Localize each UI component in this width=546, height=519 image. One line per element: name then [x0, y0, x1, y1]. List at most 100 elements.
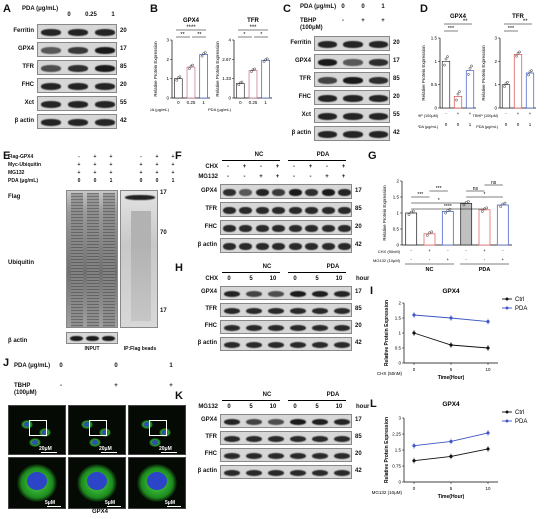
blot-row-label: GPX4: [17, 45, 34, 52]
condition-label: CHX (50nM): [377, 371, 403, 376]
j-tbhp-value: +: [114, 383, 118, 389]
blot-kda: 42: [355, 241, 362, 248]
blot-band: [318, 77, 338, 84]
y-tick-label: 0: [398, 361, 401, 366]
data-point: [467, 73, 470, 76]
mg-value: -: [410, 257, 412, 262]
condition-label: MG132 (10μM): [372, 490, 402, 495]
blot-band: [321, 207, 335, 214]
blot-band: [333, 290, 351, 298]
blot-band: [288, 207, 302, 214]
blot-strip: [220, 286, 352, 300]
blot-band: [245, 341, 263, 349]
blot-band: [368, 41, 388, 48]
blot-band: [94, 101, 115, 108]
blot-band: [333, 452, 351, 460]
time-value: 10: [335, 404, 343, 410]
sig-label: **: [463, 19, 468, 25]
panel-h-blot: NC PDA CHX 0 5 10 0 5 10 hour GPX4 17 TFR 85 FHC 20 β ac…: [178, 262, 370, 362]
blot-band: [272, 189, 285, 196]
data-point: [412, 209, 415, 213]
e-input-lane: [87, 193, 99, 327]
y-tick-label: 1.5: [431, 36, 438, 41]
bar: [199, 54, 208, 99]
dose-label: 1: [111, 12, 115, 18]
blot-band: [311, 469, 329, 477]
blot-band: [223, 452, 241, 460]
e-actin-band: [86, 336, 99, 341]
legend-marker: [505, 297, 509, 301]
blot-band: [67, 47, 89, 54]
data-point: [456, 92, 460, 96]
blot-row-label: FHC: [204, 323, 217, 329]
panel-e-label: E: [3, 150, 11, 162]
blot-band: [343, 95, 363, 102]
e-header-value: 0: [155, 178, 159, 184]
time-hour-label: hour: [356, 276, 370, 282]
blot-band: [267, 290, 285, 298]
data-point: [458, 90, 461, 94]
data-point: [470, 64, 473, 68]
panel-j-caption: GPX4: [91, 509, 108, 515]
j-zoom-box: [89, 420, 107, 436]
blot-band: [338, 207, 351, 214]
blot-band: [267, 324, 285, 332]
data-point: [480, 210, 484, 213]
blot-band: [289, 469, 307, 477]
blot-strip: [220, 184, 352, 199]
blot-band: [267, 469, 285, 477]
sig-label: **: [523, 19, 528, 25]
e-header-value: -: [140, 154, 142, 160]
data-point: [504, 82, 508, 85]
time-value: 10: [335, 276, 343, 282]
data-point: [430, 230, 434, 234]
data-point: [455, 98, 458, 102]
time-value: 0: [227, 276, 231, 282]
blot-band: [288, 189, 302, 196]
blot-band: [289, 452, 307, 460]
y-axis-label: Relative Protein Expression: [382, 185, 387, 241]
time-blot-rows: GPX4 17 TFR 85 FHC 20 β actin 42: [178, 414, 368, 490]
j-pda-value: 0: [114, 363, 118, 369]
data-point: [428, 231, 431, 235]
panel-a-blot: Ferritin 20 GPX4 17 TFR 85 FHC 20 Xct 55 β actin 42: [5, 24, 145, 136]
data-point: [250, 70, 253, 73]
tbhp-value: -: [445, 111, 447, 116]
blot-row-label: Ferritin: [290, 39, 311, 46]
panel-j-images: 20μM 5μM 20μM 5μM 20μM 5μM: [8, 405, 188, 510]
y-tick-label: 0.5: [395, 346, 402, 351]
j-nucleus-zoom: [27, 472, 47, 490]
f-chx-label: CHX: [205, 164, 218, 170]
e-header-value: +: [77, 170, 81, 176]
e-header-value: +: [155, 170, 159, 176]
time-group-line: [288, 272, 346, 273]
blot-band: [267, 452, 285, 460]
blot-kda: 17: [355, 289, 362, 295]
y-axis-label: Relative Protein Expression: [481, 45, 486, 101]
blot-kda: 85: [355, 205, 362, 212]
sig-label: *: [438, 198, 440, 204]
blot-band: [289, 418, 307, 426]
blot-kda: 85: [393, 75, 400, 82]
blot-band: [321, 243, 335, 250]
pda-value: 0: [505, 122, 508, 127]
data-point: [503, 201, 507, 205]
bar: [186, 66, 196, 99]
j-micrograph-top: 20μM: [8, 405, 66, 455]
e-input-lane: [103, 193, 115, 327]
data-point: [503, 85, 506, 88]
blot-band: [255, 243, 269, 250]
panel-e-header: Flag-GPX4 - + + - + + Myc-Ubiquitin + + + + + + MG132 +…: [8, 154, 174, 190]
blot-band: [272, 225, 285, 232]
data-point: [444, 57, 448, 61]
blot-band: [305, 207, 318, 214]
e-actin-label: β actin: [8, 338, 28, 344]
time-cond-label: MG132: [198, 404, 218, 410]
e-header-value: +: [155, 154, 159, 160]
e-actin-band: [70, 336, 83, 341]
y-tick-label: 3: [398, 416, 401, 421]
y-tick-label: 1: [434, 59, 437, 64]
y-tick-label: 0: [434, 106, 437, 111]
e-ip-smear: [131, 211, 151, 321]
blot-band: [289, 435, 307, 443]
